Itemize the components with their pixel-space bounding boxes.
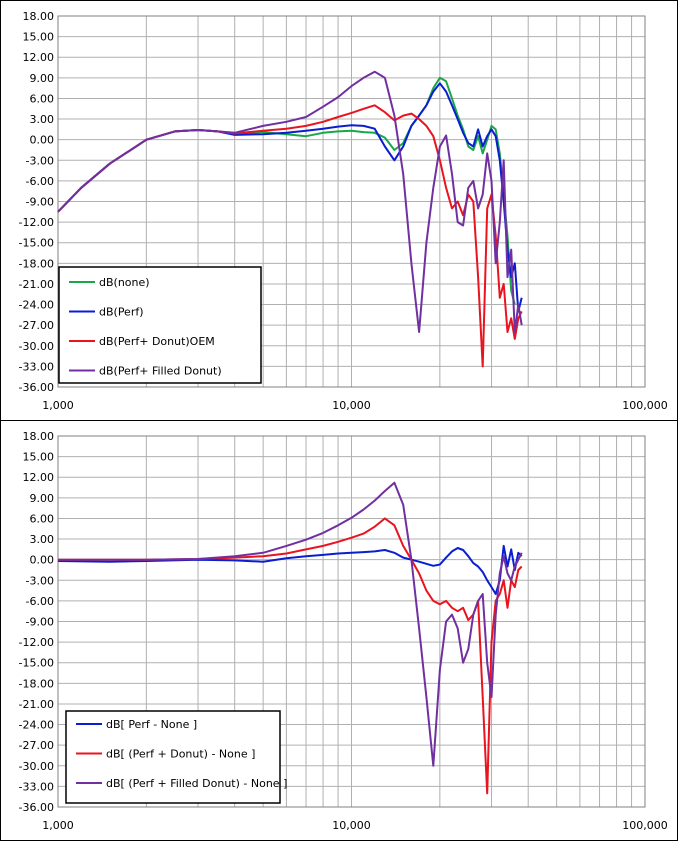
chart-panel-bottom: 18.00 15.00 12.00 9.00 6.00 3.00 0.00 -3.00 -6.0… [0,420,678,841]
chart-bottom: 18.00 15.00 12.00 9.00 6.00 3.00 0.00 -3.00 -6.0… [19,430,668,832]
y-tick-label: -6.00 [26,595,54,608]
y-tick-label: 12.00 [23,471,55,484]
y-tick-label: -33.00 [19,780,54,793]
y-tick-label: 18.00 [23,430,55,443]
chart-top: 18.00 15.00 12.00 9.00 6.00 3.00 0.00 -3.00 -6.0… [19,10,668,412]
legend-label: dB[ Perf - None ] [106,718,197,731]
legend-box [65,710,281,804]
x-tick-label: 1,000 [42,819,74,832]
y-tick-label: 3.00 [30,113,55,126]
series-line-1 [57,82,523,313]
y-tick-label: 6.00 [30,512,55,525]
y-tick-label: 6.00 [30,92,55,105]
legend-label: dB(Perf+ Filled Donut) [99,365,222,378]
legend-label: dB(Perf+ Donut)OEM [99,335,215,348]
y-tick-label: -6.00 [26,175,54,188]
y-tick-label: -33.00 [19,360,54,373]
y-tick-label: 9.00 [30,72,55,85]
plot-area-border [57,435,646,808]
legend-label: dB[ (Perf + Donut) - None ] [106,748,255,761]
y-tick-label: -36.00 [19,801,54,814]
y-tick-label: -18.00 [19,257,54,270]
y-tick-label: -18.00 [19,677,54,690]
series-line-3 [57,70,523,333]
legend-label: dB(Perf) [99,306,144,319]
y-tick-label: -21.00 [19,698,54,711]
y-tick-label: 9.00 [30,492,55,505]
y-tick-label: -3.00 [26,154,54,167]
x-tick-label: 100,000 [622,399,668,412]
y-tick-label: -27.00 [19,319,54,332]
chart-panel-top: 18.00 15.00 12.00 9.00 6.00 3.00 0.00 -3.00 -6.0… [0,0,678,421]
y-tick-label: -27.00 [19,739,54,752]
y-tick-label: -15.00 [19,237,54,250]
x-tick-label: 10,000 [332,399,371,412]
y-tick-label: -30.00 [19,340,54,353]
y-tick-label: 3.00 [30,533,55,546]
y-tick-label: -12.00 [19,216,54,229]
y-tick-label: -36.00 [19,381,54,394]
y-tick-label: -21.00 [19,278,54,291]
x-tick-label: 10,000 [332,819,371,832]
legend-label: dB(none) [99,276,150,289]
legend-label: dB[ (Perf + Filled Donut) - None ] [106,777,287,790]
y-tick-label: 15.00 [23,31,55,44]
y-tick-label: -30.00 [19,760,54,773]
y-tick-label: -15.00 [19,657,54,670]
y-tick-label: 15.00 [23,451,55,464]
y-tick-label: -9.00 [26,196,54,209]
plot-area-border [57,15,646,388]
legend-box [58,266,262,384]
y-tick-label: 12.00 [23,51,55,64]
y-tick-label: -3.00 [26,574,54,587]
y-tick-label: 0.00 [30,134,55,147]
y-tick-label: -12.00 [19,636,54,649]
series-line-2 [58,481,523,767]
y-tick-label: -24.00 [19,299,54,312]
y-tick-label: 18.00 [23,10,55,23]
x-tick-label: 1,000 [42,399,74,412]
y-tick-label: -24.00 [19,719,54,732]
x-tick-label: 100,000 [622,819,668,832]
y-tick-label: -9.00 [26,616,54,629]
y-tick-label: 0.00 [30,554,55,567]
